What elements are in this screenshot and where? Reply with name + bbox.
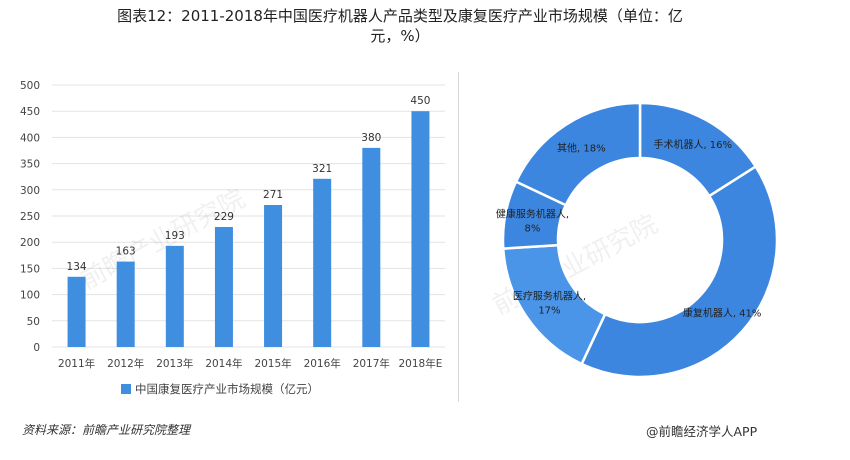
bar: [116, 261, 135, 347]
bar-value-label: 321: [312, 163, 332, 175]
bar-value-label: 193: [165, 230, 185, 242]
bar-value-label: 271: [263, 189, 283, 201]
bar: [264, 204, 283, 347]
title-line-2: 元，%）: [370, 27, 430, 45]
bar-grid: [52, 84, 445, 348]
y-tick-label: 300: [20, 185, 40, 197]
x-tick-label: 2014年: [205, 357, 242, 370]
legend: 中国康复医疗产业市场规模（亿元）: [121, 382, 319, 396]
y-axis-ticks: 0 50 100 150 200 250 300 350 400 450 500: [20, 80, 40, 354]
x-tick-label: 2011年: [58, 357, 95, 370]
title-line-1: 图表12：2011-2018年中国医疗机器人产品类型及康复医疗产业市场规模（单位…: [117, 7, 683, 25]
donut-chart: 前瞻产业研究院 手术机器人, 16%康复机器人, 41%医疗服务机器人,17%健…: [488, 101, 779, 379]
y-tick-label: 500: [20, 80, 40, 92]
donut-slices: [501, 101, 779, 379]
donut-slice: [580, 164, 779, 379]
y-tick-label: 250: [20, 211, 40, 223]
y-tick-label: 150: [20, 263, 40, 275]
bar: [165, 245, 184, 347]
y-tick-label: 0: [33, 342, 40, 354]
bar: [67, 276, 86, 347]
y-tick-label: 450: [20, 106, 40, 118]
x-tick-label: 2016年: [304, 357, 341, 370]
x-tick-label: 2013年: [156, 357, 193, 370]
y-tick-label: 50: [27, 316, 40, 328]
source-note: 资料来源：前瞻产业研究院整理: [22, 423, 191, 437]
legend-swatch: [121, 384, 131, 394]
bar: [362, 147, 381, 347]
chart-title: 图表12：2011-2018年中国医疗机器人产品类型及康复医疗产业市场规模（单位…: [30, 6, 770, 46]
bar-value-label: 450: [410, 95, 430, 107]
bar-value-label: 134: [67, 261, 87, 273]
donut-label: 健康服务机器人,: [496, 207, 569, 220]
bar: [214, 227, 233, 347]
bar-value-label: 229: [214, 211, 234, 223]
donut-label-value: 8%: [525, 223, 541, 234]
donut-label: 手术机器人, 16%: [653, 138, 732, 151]
x-tick-label: 2018年E: [399, 357, 443, 370]
donut-label-value: 17%: [538, 306, 560, 317]
donut-label: 康复机器人, 41%: [683, 306, 762, 319]
bar-value-label: 380: [361, 132, 381, 144]
y-tick-label: 400: [20, 132, 40, 144]
brand-credit: @前瞻经济学人APP: [646, 424, 758, 439]
bar-value-labels: 134 163 193 229 271 321 380 450: [67, 95, 431, 273]
x-tick-label: 2015年: [254, 357, 291, 370]
legend-label: 中国康复医疗产业市场规模（亿元）: [135, 382, 319, 396]
x-axis-ticks: 2011年 2012年 2013年 2014年 2015年 2016年 2017年 2018年…: [58, 357, 442, 370]
y-tick-label: 350: [20, 159, 40, 171]
donut-labels: 手术机器人, 16% 康复机器人, 41% 医疗服务机器人, 17% 健康服务机器人, 8…: [496, 138, 762, 319]
x-tick-label: 2012年: [107, 357, 144, 370]
bar-value-label: 163: [116, 246, 136, 258]
bar: [313, 178, 332, 347]
donut-slice: [514, 101, 642, 207]
panel-divider: [458, 72, 459, 402]
donut-label: 其他, 18%: [557, 142, 606, 155]
x-tick-label: 2017年: [353, 357, 390, 370]
bar-marks: [67, 111, 430, 347]
bar: [411, 111, 430, 347]
y-tick-label: 100: [20, 290, 40, 302]
y-tick-label: 200: [20, 237, 40, 249]
donut-label: 医疗服务机器人,: [513, 290, 586, 303]
